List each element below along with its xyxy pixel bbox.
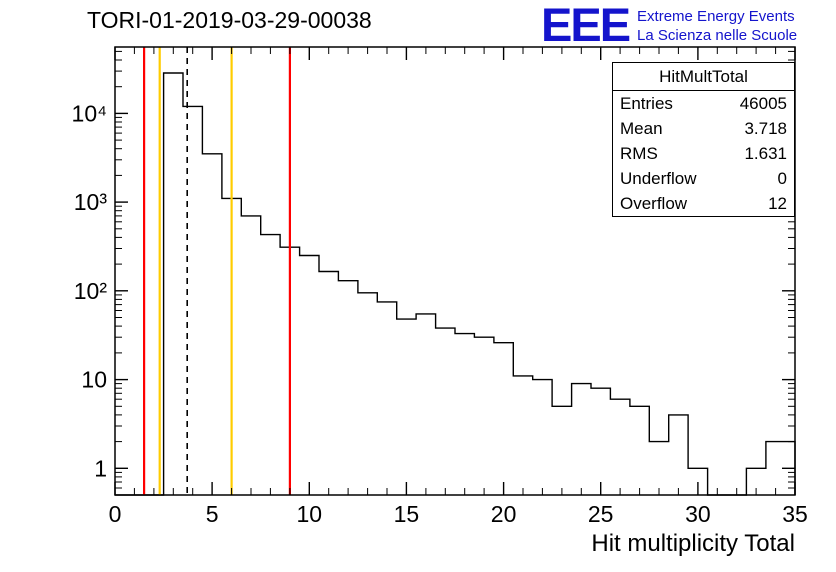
stats-box: HitMultTotal Entries 46005 Mean 3.718 RM…	[612, 62, 795, 217]
y-tick-label: 10³	[74, 189, 108, 215]
x-tick-label: 5	[206, 501, 219, 527]
eee-logo-tagline: Extreme Energy Events La Scienza nelle S…	[637, 7, 797, 45]
stats-value: 46005	[739, 94, 787, 113]
x-tick-label: 30	[685, 501, 711, 527]
x-tick-label: 0	[109, 501, 122, 527]
histogram-line	[115, 72, 796, 496]
eee-logo: EEE Extreme Energy Events La Scienza nel…	[541, 0, 797, 51]
stats-row-mean: Mean 3.718	[613, 116, 794, 141]
stats-row-underflow: Underflow 0	[613, 166, 794, 191]
stats-row-overflow: Overflow 12	[613, 191, 794, 216]
stats-row-entries: Entries 46005	[613, 91, 794, 116]
stats-row-rms: RMS 1.631	[613, 141, 794, 166]
stats-value: 3.718	[744, 119, 787, 138]
stats-title: HitMultTotal	[613, 63, 794, 91]
stats-label: Underflow	[620, 169, 697, 188]
x-axis-title: Hit multiplicity Total	[591, 530, 795, 557]
y-tick-label: 10²	[74, 278, 108, 304]
stats-value: 12	[768, 194, 787, 213]
stats-value: 1.631	[744, 144, 787, 163]
eee-logo-line1: Extreme Energy Events	[637, 8, 795, 25]
stats-label: RMS	[620, 144, 658, 163]
x-tick-label: 10	[297, 501, 323, 527]
eee-logo-letters: EEE	[541, 0, 631, 51]
x-tick-label: 25	[588, 501, 614, 527]
eee-logo-line2: La Scienza nelle Scuole	[637, 27, 798, 44]
y-tick-label: 10⁴	[72, 100, 107, 126]
stats-label: Entries	[620, 94, 673, 113]
y-tick-label: 1	[94, 455, 107, 481]
y-tick-label: 10	[81, 367, 107, 393]
stats-label: Overflow	[620, 194, 688, 213]
x-tick-label: 15	[394, 501, 420, 527]
plot-title: TORI-01-2019-03-29-00038	[87, 7, 372, 33]
plot-frame	[114, 46, 796, 496]
stats-value: 0	[777, 169, 787, 188]
stats-label: Mean	[620, 119, 663, 138]
x-tick-label: 20	[491, 501, 517, 527]
x-tick-label: 35	[782, 501, 808, 527]
